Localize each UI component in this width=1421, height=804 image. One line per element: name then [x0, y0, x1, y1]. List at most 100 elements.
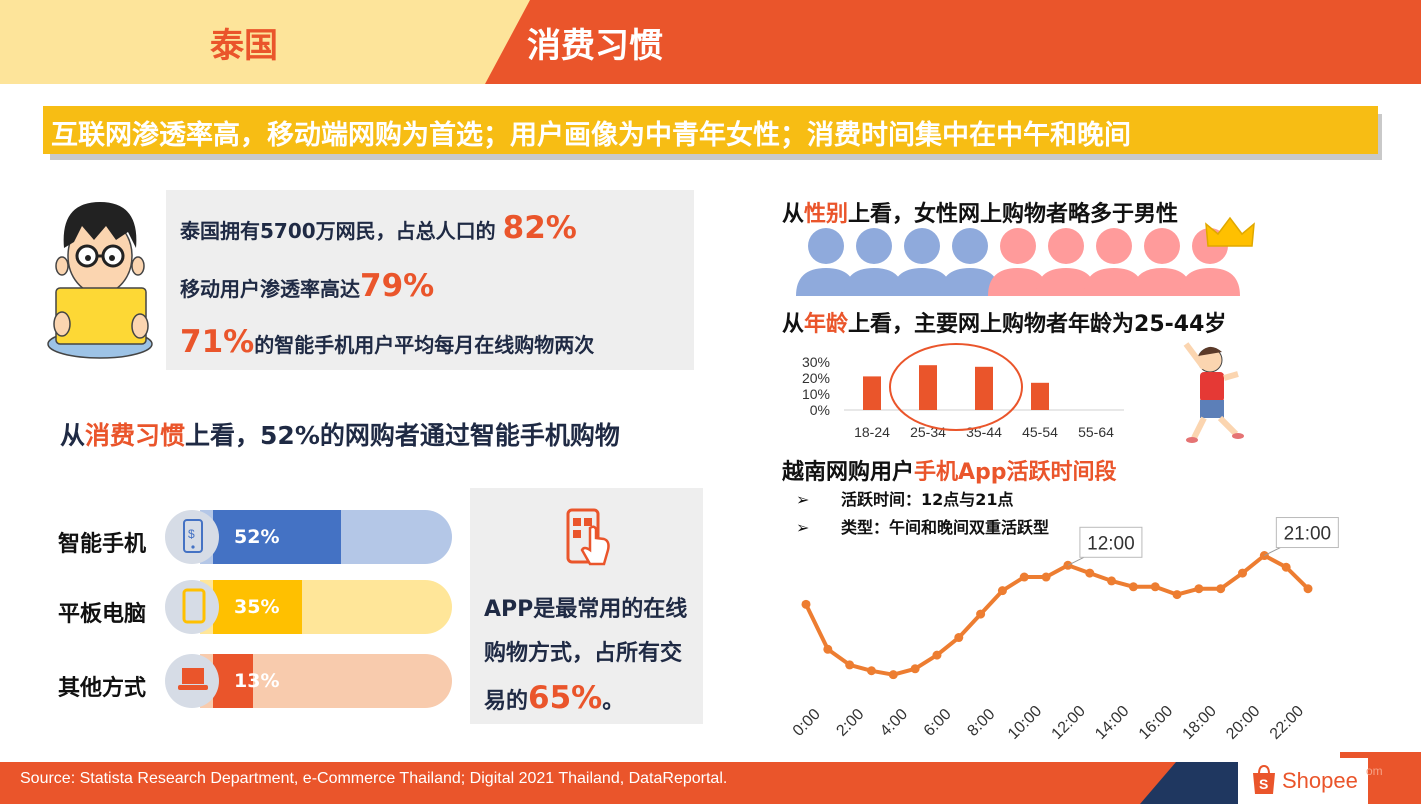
active-time-point: [976, 609, 986, 619]
active-time-point: [1303, 584, 1313, 594]
time-xtick-label: 14:00: [1092, 703, 1132, 743]
male-shoppers-group: [796, 228, 1000, 296]
active-time-point: [954, 633, 964, 643]
device-fill-smartphone: [213, 510, 341, 564]
time-xtick-label: 22:00: [1267, 703, 1307, 743]
device-fill-other: [213, 654, 253, 708]
device-pct-other: 13%: [234, 670, 280, 692]
active-bullet-2-text: 类型：午间和晚间双重活跃型: [840, 518, 1049, 537]
active-time-point: [1238, 568, 1248, 578]
age-highlight-ellipse: [889, 343, 1023, 431]
age-category-label: 18-24: [854, 424, 890, 440]
footer-url-fragment: om: [1366, 764, 1383, 778]
stat-smartphone-shoppers: 71%的智能手机用户平均每月在线购物两次: [180, 324, 594, 360]
active-time-point: [1150, 582, 1160, 592]
stat-internet-users: 泰国拥有5700万网民，占总人口的 82%: [180, 210, 577, 246]
tablet-icon: [182, 588, 206, 624]
active-time-point: [866, 666, 876, 676]
active-time-point: [823, 644, 833, 654]
time-xtick-label: 2:00: [833, 706, 867, 740]
app-share-suffix: 。: [602, 689, 625, 714]
active-time-line-chart: 0:00 2:00 4:00 6:00 8:00 10:00 12:00 14:00 16:00…: [790, 517, 1339, 743]
header-country: 泰国: [210, 26, 278, 66]
active-time-point: [932, 650, 942, 660]
age-title-prefix: 从: [782, 312, 805, 337]
active-bullet-1: ➢ 活跃时间：12点与21点: [796, 486, 1014, 510]
age-title-suffix: 上看，主要网上购物者年龄为25-44岁: [848, 312, 1227, 337]
annotation-leader-line: [1264, 547, 1281, 556]
annotation-box: [1079, 526, 1143, 558]
time-xtick-label: 0:00: [790, 706, 824, 740]
shopee-bag-icon: S: [1253, 764, 1275, 794]
age-ytick-label: 0%: [810, 402, 830, 418]
app-info-panel: [470, 488, 703, 724]
dancing-boy-illustration: [1183, 342, 1244, 443]
age-ytick-label: 20%: [802, 370, 830, 386]
active-time-line: [804, 553, 1310, 677]
stat-mobile-penetration-text: 移动用户渗透率高达: [180, 277, 360, 301]
stat-internet-users-value: 82%: [502, 210, 577, 246]
annotation-box: [1275, 517, 1339, 549]
active-bullet-1-text: 活跃时间：12点与21点: [840, 490, 1014, 509]
time-xtick-label: 18:00: [1180, 703, 1220, 743]
svg-text:$: $: [188, 527, 195, 541]
active-time-point: [1216, 584, 1226, 594]
active-time-point: [997, 586, 1007, 596]
active-time-point: [1085, 568, 1095, 578]
stat-smartphone-shoppers-value: 71%: [180, 324, 255, 360]
tap-phone-icon: [566, 508, 610, 566]
reader-illustration: [47, 202, 153, 359]
age-title-highlight: 年龄: [804, 312, 849, 337]
app-share-text-body: APP是最常用的在线购物方式，占所有交易的: [484, 597, 688, 714]
laptop-icon: [178, 668, 208, 690]
active-time-title: 越南网购用户手机App活跃时间段: [782, 454, 1117, 486]
age-bar-chart: 30%20%10%0%18-24 25-34 35-44 45-54 55-64: [802, 343, 1124, 440]
header-country-banner: [0, 0, 530, 84]
age-title: 从年龄上看，主要网上购物者年龄为25-44岁: [782, 306, 1226, 338]
active-time-title-highlight: 手机App活跃时间段: [914, 460, 1117, 485]
active-time-point: [1281, 562, 1291, 572]
app-share-value: 65%: [528, 680, 603, 716]
annotation-leader-line: [1067, 556, 1085, 566]
device-pct-smartphone: 52%: [234, 526, 280, 548]
age-bar: [1031, 382, 1049, 410]
time-xtick-label: 4:00: [877, 706, 911, 740]
consumption-title-suffix: 上看，52%的网购者通过智能手机购物: [185, 421, 620, 450]
gender-title-suffix: 上看，女性网上购物者略多于男性: [848, 202, 1179, 227]
device-pct-tablet: 35%: [234, 596, 280, 618]
gender-title-highlight: 性别: [804, 202, 849, 227]
shopee-logo-text: Shopee: [1282, 768, 1358, 793]
stat-internet-users-text: 泰国拥有5700万网民，占总人口的: [180, 219, 496, 243]
smartphone-icon: $: [183, 519, 203, 553]
age-bar: [863, 376, 881, 410]
device-label-smartphone: 智能手机: [58, 532, 147, 557]
device-label-other: 其他方式: [58, 676, 147, 701]
time-xtick-label: 8:00: [964, 706, 998, 740]
device-fill-tablet: [213, 580, 302, 634]
active-bullet-2: ➢ 类型：午间和晚间双重活跃型: [796, 514, 1049, 538]
female-shoppers-group: [988, 228, 1240, 296]
active-time-point: [1041, 572, 1051, 582]
active-time-point: [1128, 582, 1138, 592]
time-xtick-label: 6:00: [921, 706, 955, 740]
consumption-title-prefix: 从: [60, 421, 86, 450]
active-time-point: [910, 664, 920, 674]
svg-text:S: S: [1259, 776, 1268, 792]
crown-icon: [1205, 216, 1255, 247]
age-ytick-label: 10%: [802, 386, 830, 402]
annotation-label: 21:00: [1284, 524, 1332, 545]
headline: 互联网渗透率高，移动端网购为首选；用户画像为中青年女性；消费时间集中在中午和晚间: [43, 106, 1378, 154]
source-citation: Source: Statista Research Department, e-…: [20, 770, 728, 787]
active-time-point: [801, 599, 811, 609]
header-topic-banner: [485, 0, 1421, 84]
time-xtick-label: 20:00: [1223, 703, 1263, 743]
stat-mobile-penetration-value: 79%: [360, 268, 435, 304]
gender-title-prefix: 从: [782, 202, 805, 227]
stat-mobile-penetration: 移动用户渗透率高达79%: [180, 268, 434, 304]
active-time-title-prefix: 越南网购用户: [782, 460, 915, 485]
active-time-point: [1107, 576, 1117, 586]
active-time-point: [845, 660, 855, 670]
gender-title: 从性别上看，女性网上购物者略多于男性: [782, 196, 1178, 228]
bullet-arrow-icon: ➢: [796, 490, 810, 509]
annotation-label: 12:00: [1087, 533, 1135, 554]
